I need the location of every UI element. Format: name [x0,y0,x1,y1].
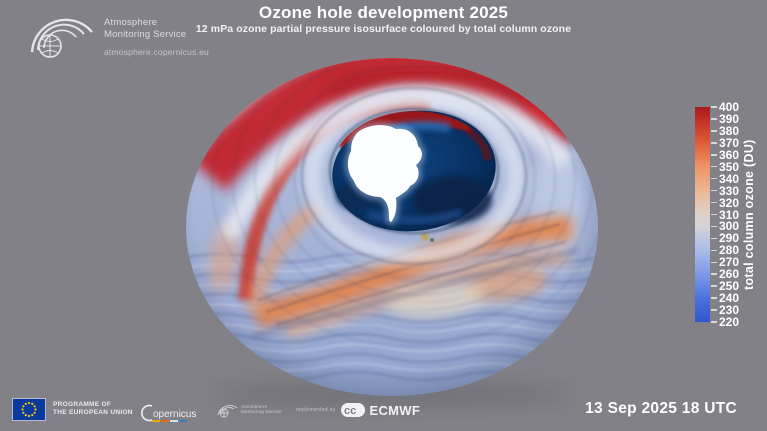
tick-label: 350 [719,159,740,174]
eu-programme-text: PROGRAMME OF THE EUROPEAN UNION [53,401,133,417]
tick-mark [711,154,717,156]
tick-label: 270 [719,255,740,270]
timestamp: 13 Sep 2025 18 UTC [585,400,737,417]
tick-label: 360 [719,147,740,162]
ecmwf-mark-icon: cc [340,403,365,417]
tick-mark [711,261,717,264]
colorbar-tick: 270 [711,255,740,270]
cams-logo-line2: Monitoring Service [104,28,187,40]
tick-mark [711,309,717,311]
tick-mark [711,201,717,204]
colorbar-tick: 280 [711,243,740,258]
page-subtitle: 12 mPa ozone partial pressure isosurface… [195,23,572,35]
tick-label: 280 [719,243,740,258]
colorbar-ticks: 400 390 380 370 360 350 340 330 320 310 300 290 280 2… [711,100,745,329]
ecmwf-logo: implemented by cc ECMWF [296,402,420,418]
colorbar-tick: 290 [711,231,740,246]
eu-programme-line2: THE EUROPEAN UNION [53,409,133,416]
tick-mark [711,237,717,240]
tick-label: 260 [719,267,740,282]
tick-label: 250 [719,279,740,294]
colorbar-tick: 380 [711,123,740,138]
implemented-by-label: implemented by [296,407,336,413]
tick-mark [711,106,717,108]
tick-label: 370 [719,135,740,150]
colorbar-tick: 300 [711,219,740,234]
tick-mark [711,118,717,120]
tick-label: 240 [719,291,740,306]
eu-programme-line1: PROGRAMME OF [53,401,112,408]
tick-label: 320 [719,195,740,210]
cams-small-logo: Atmosphere Monitoring Service [216,399,282,419]
colorbar-gradient [695,107,710,322]
tick-mark [711,249,717,252]
copernicus-logo-icon: opernicus [141,404,196,422]
tick-label: 380 [719,123,740,138]
colorbar-tick: 250 [711,279,740,294]
colorbar-tick: 400 [711,100,740,114]
tick-mark [711,273,717,275]
tick-mark [711,285,717,287]
cams-small-line1: Atmosphere [241,403,268,409]
tick-label: 230 [719,303,740,318]
tick-mark [711,130,717,132]
cams-small-arcs-icon [217,405,238,418]
tick-label: 310 [719,207,740,222]
eu-flag-icon [12,398,46,421]
colorbar-tick: 330 [711,183,740,198]
tick-label: 300 [719,219,740,234]
tick-label: 330 [719,183,740,198]
ecmwf-wordmark: ECMWF [369,402,421,418]
colorbar-tick: 230 [711,303,740,318]
colorbar-axis-label: total column ozone (DU) [742,139,756,290]
colorbar-tick: 350 [711,159,740,174]
tick-mark [711,321,717,323]
tick-mark [711,297,717,299]
isosurface-sphere [186,58,598,396]
tick-mark [711,177,717,180]
colorbar-tick: 340 [711,171,740,186]
tick-mark [711,225,717,228]
cams-small-logo-text: Atmosphere Monitoring Service [241,404,282,415]
svg-text:cc: cc [344,405,356,417]
colorbar-tick: 260 [711,267,740,282]
colorbar-tick: 360 [711,147,740,162]
copernicus-wordmark: opernicus [153,409,196,420]
cams-url: atmosphere.copernicus.eu [104,47,209,57]
tick-mark [711,213,717,216]
colorbar-tick: 390 [711,111,740,126]
colorbar-tick: 310 [711,207,740,222]
tick-label: 390 [719,111,740,126]
limb-shading [186,58,598,396]
cams-arcs-logo-icon [30,18,93,58]
colorbar-tick: 220 [711,315,740,329]
tick-mark [711,165,717,168]
colorbar-tick: 370 [711,135,740,150]
tick-label: 290 [719,231,740,246]
page-title: Ozone hole development 2025 [258,3,509,22]
tick-mark [711,142,717,144]
copernicus-color-dashes [152,420,187,422]
cams-small-line2: Monitoring Service [241,409,282,414]
colorbar-tick: 320 [711,195,740,210]
cams-logo-line1: Atmosphere [104,17,158,28]
cams-logo-text: Atmosphere Monitoring Service [104,17,186,40]
tick-mark [711,189,717,192]
tick-label: 220 [719,315,740,329]
colorbar-tick: 240 [711,291,740,306]
tick-label: 400 [719,100,740,114]
tick-label: 340 [719,171,740,186]
